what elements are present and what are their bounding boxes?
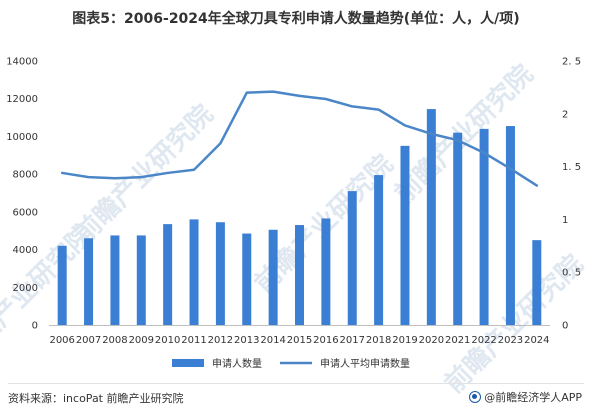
legend-label-line: 申请人平均申请数量 bbox=[320, 357, 410, 370]
bar bbox=[242, 233, 252, 325]
qianzhan-logo-icon bbox=[469, 391, 482, 403]
bar bbox=[189, 219, 199, 325]
chart-title: 图表5：2006-2024年全球刀具专利申请人数量趋势(单位：人，人/项) bbox=[72, 11, 520, 27]
bar bbox=[505, 126, 515, 325]
x-tick-label: 2014 bbox=[260, 335, 285, 346]
x-tick-label: 2024 bbox=[524, 335, 549, 346]
bar bbox=[479, 128, 489, 325]
bar bbox=[453, 132, 463, 325]
x-tick-label: 2007 bbox=[76, 335, 101, 346]
legend-swatch-bar bbox=[172, 359, 204, 367]
x-axis: 2006 2007 2008 2009 2010 2011 2012 2013 2014 2015… bbox=[49, 335, 549, 346]
credit: @前瞻经济学人APP bbox=[469, 389, 582, 405]
x-tick-label: 2016 bbox=[313, 335, 338, 346]
x-tick-label: 2018 bbox=[366, 335, 391, 346]
bar bbox=[532, 240, 542, 325]
x-tick-label: 2009 bbox=[129, 335, 154, 346]
bar bbox=[136, 235, 146, 325]
x-tick-label: 2011 bbox=[181, 335, 206, 346]
x-tick-label: 2017 bbox=[340, 335, 365, 346]
x-tick-label: 2020 bbox=[419, 335, 444, 346]
bar bbox=[215, 222, 225, 325]
y-left-tick-label: 8000 bbox=[13, 170, 38, 181]
legend-label-bar: 申请人数量 bbox=[212, 357, 262, 370]
y-left-tick-label: 6000 bbox=[13, 207, 38, 218]
x-tick-label: 2012 bbox=[208, 335, 233, 346]
credit-text: @前瞻经济学人APP bbox=[484, 391, 582, 404]
bar bbox=[321, 218, 331, 325]
y-right-tick-label: 2. 5 bbox=[562, 57, 581, 68]
bar bbox=[347, 191, 357, 325]
y-right-tick-label: 1 bbox=[562, 215, 568, 226]
bar-series bbox=[57, 109, 542, 325]
watermark-text: 前瞻产业研究院 bbox=[389, 59, 540, 210]
x-tick-label: 2019 bbox=[392, 335, 417, 346]
x-tick-label: 2013 bbox=[234, 335, 259, 346]
bar bbox=[110, 235, 120, 325]
y-left-tick-label: 12000 bbox=[6, 94, 38, 105]
x-tick-label: 2023 bbox=[498, 335, 523, 346]
footer-divider bbox=[8, 383, 584, 384]
y-left-tick-label: 0 bbox=[32, 321, 38, 332]
y-left-tick-label: 4000 bbox=[13, 245, 38, 256]
bar bbox=[295, 225, 304, 325]
bar bbox=[163, 224, 173, 325]
y-axis-right: 0 0. 5 1 1. 5 2 2. 5 bbox=[562, 57, 581, 332]
source-note: 资料来源：incoPat 前瞻产业研究院 bbox=[8, 392, 184, 405]
x-tick-label: 2006 bbox=[49, 335, 74, 346]
x-tick-label: 2010 bbox=[155, 335, 180, 346]
x-tick-label: 2021 bbox=[445, 335, 470, 346]
y-right-tick-label: 0 bbox=[562, 321, 568, 332]
x-tick-label: 2022 bbox=[471, 335, 496, 346]
bar bbox=[426, 109, 436, 325]
y-left-tick-label: 14000 bbox=[6, 57, 38, 68]
bar bbox=[84, 238, 94, 325]
y-left-tick-label: 10000 bbox=[6, 132, 38, 143]
bar bbox=[268, 229, 278, 325]
x-tick-label: 2015 bbox=[287, 335, 312, 346]
y-right-tick-label: 1. 5 bbox=[562, 162, 581, 173]
y-right-tick-label: 2 bbox=[562, 109, 568, 120]
line-series bbox=[60, 90, 539, 187]
bar bbox=[374, 175, 384, 325]
legend: 申请人数量 申请人平均申请数量 bbox=[172, 357, 410, 370]
x-tick-label: 2008 bbox=[102, 335, 127, 346]
bar bbox=[57, 245, 67, 325]
y-left-tick-label: 2000 bbox=[13, 283, 38, 294]
y-right-tick-label: 0. 5 bbox=[562, 268, 581, 279]
y-axis-left: 0 2000 4000 6000 8000 10000 12000 14000 bbox=[6, 57, 38, 332]
bar bbox=[400, 145, 410, 325]
